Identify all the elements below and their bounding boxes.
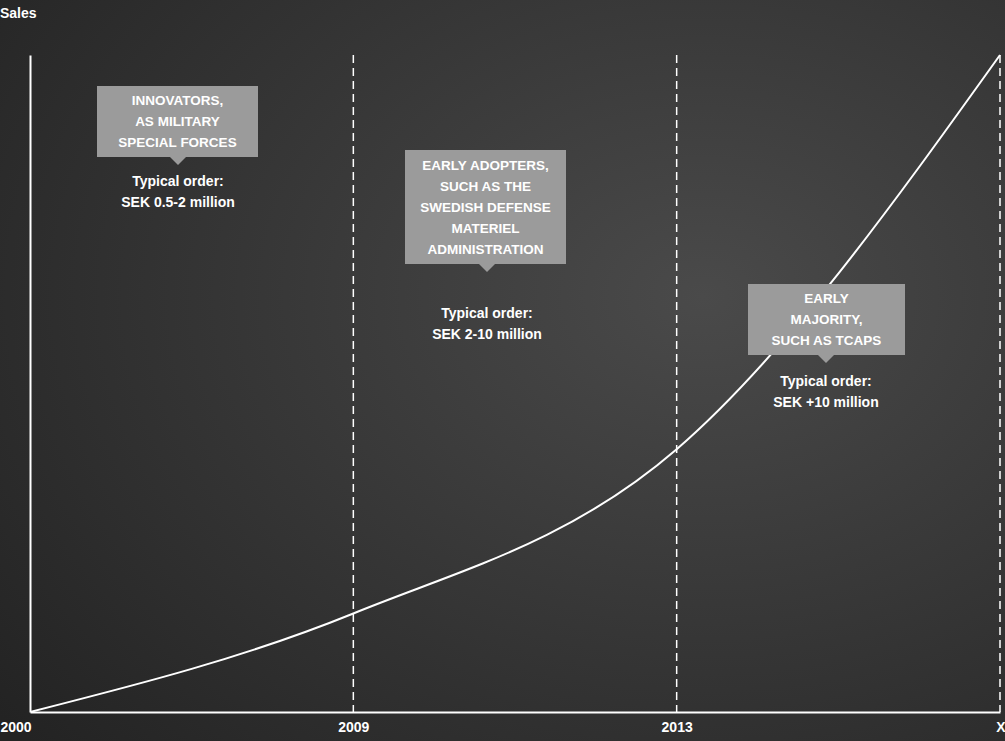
annotation-order: Typical order: — [132, 173, 224, 189]
annotation-label: SUCH AS TCAPS — [772, 333, 882, 348]
annotation-order: Typical order: — [441, 305, 533, 321]
annotation-box — [748, 284, 905, 355]
annotation-pointer — [170, 157, 186, 165]
x-axis: 2000 2009 2013 X — [1, 712, 1005, 735]
annotation-label: ADMINISTRATION — [428, 242, 544, 257]
annotation-pointer — [479, 264, 495, 272]
annotation: INNOVATORS, AS MILITARY SPECIAL FORCES Typi… — [97, 86, 258, 210]
annotation-order: Typical order: — [780, 373, 872, 389]
y-axis-line — [30, 56, 32, 713]
annotation-label: SWEDISH DEFENSE — [420, 200, 551, 215]
y-axis-title: Sales — [0, 5, 37, 21]
annotation-order: SEK 2-10 million — [432, 326, 542, 342]
x-tick: X — [996, 712, 1005, 735]
x-axis-line — [31, 712, 1001, 714]
annotation: EARLY MAJORITY, SUCH AS TCAPS Typical order… — [748, 284, 905, 410]
x-tick-label: X — [996, 719, 1005, 735]
background — [0, 0, 1005, 741]
grid-line — [999, 55, 1001, 712]
annotation-label: SUCH AS THE — [440, 179, 531, 194]
annotation-box — [97, 86, 258, 157]
grid — [353, 55, 1000, 712]
x-tick-label: 2013 — [662, 719, 693, 735]
annotation-label: MAJORITY, — [790, 312, 862, 327]
annotation-order: SEK 0.5-2 million — [121, 194, 235, 210]
annotation-label: EARLY ADOPTERS, — [422, 158, 548, 173]
chart: 2000 2009 2013 X Sales INNOVATORS, AS MILITARY… — [0, 0, 1005, 741]
y-axis — [30, 56, 31, 713]
annotation-box — [405, 150, 566, 264]
annotation-label: EARLY — [804, 291, 849, 306]
annotation-order: SEK +10 million — [773, 394, 878, 410]
annotation: EARLY ADOPTERS, SUCH AS THE SWEDISH DEFENS… — [405, 150, 566, 342]
sales-line — [30, 55, 1000, 712]
grid-line — [676, 55, 678, 712]
x-tick-label: 2000 — [1, 719, 32, 735]
annotation-label: INNOVATORS, — [132, 93, 224, 108]
plot-area — [30, 55, 1000, 712]
annotation-pointer — [818, 355, 834, 363]
annotation-label: SPECIAL FORCES — [118, 135, 236, 150]
x-tick: 2000 — [1, 712, 32, 735]
x-tick: 2009 — [338, 712, 369, 735]
annotation-label: AS MILITARY — [135, 114, 220, 129]
x-tick: 2013 — [662, 712, 693, 735]
x-tick-label: 2009 — [338, 719, 369, 735]
annotation-label: MATERIEL — [452, 221, 520, 236]
